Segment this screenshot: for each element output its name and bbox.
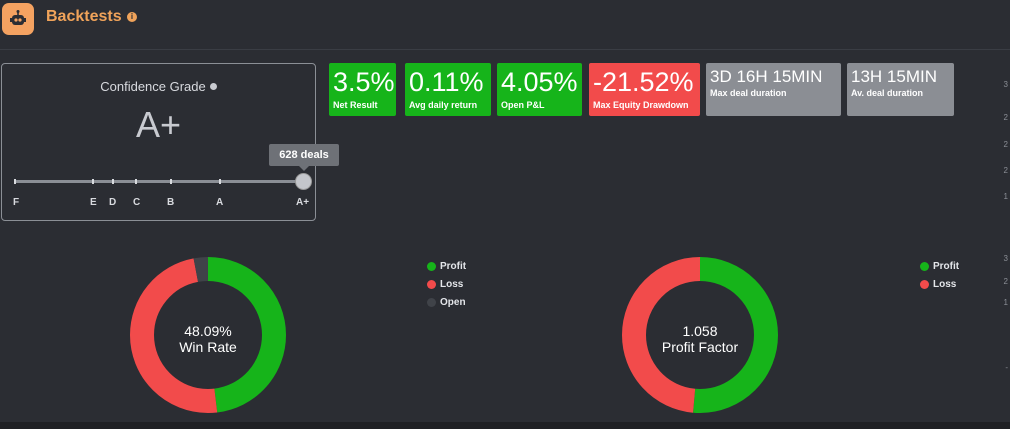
tick: [135, 179, 137, 184]
legend-label: Profit: [933, 260, 960, 272]
stat-label: Max deal duration: [710, 88, 787, 98]
stat-open-pnl: 4.05% Open P&L: [497, 63, 582, 116]
donut-segment-loss[interactable]: [622, 257, 778, 413]
donut-segment-open[interactable]: [130, 257, 286, 413]
loss-dot-icon: [920, 279, 929, 289]
legend-item-loss[interactable]: Loss: [427, 275, 466, 293]
legend-label: Profit: [440, 260, 467, 272]
info-icon[interactable]: i: [127, 12, 137, 22]
tick: [92, 179, 94, 184]
legend-item-profit[interactable]: Profit: [920, 257, 959, 275]
header: Backtests i: [0, 0, 1010, 50]
tick: [170, 179, 172, 184]
win-rate-donut: [130, 257, 286, 413]
stat-max-equity-drawdown: -21.52% Max Equity Drawdown: [589, 63, 700, 116]
tick: [219, 179, 221, 184]
profit-factor-value: 1.058: [682, 323, 718, 339]
stat-label: Max Equity Drawdown: [593, 100, 689, 110]
grade-label: D: [109, 197, 117, 208]
profit-factor-label: Profit Factor: [661, 339, 739, 355]
donut-segment-loss[interactable]: [130, 257, 286, 413]
tick: [112, 179, 114, 184]
stat-value: -21.52%: [593, 67, 694, 97]
win-rate-value: 48.09%: [184, 323, 232, 339]
grade-label: F: [13, 197, 20, 208]
legend-item-profit[interactable]: Profit: [427, 257, 466, 275]
loss-dot-icon: [427, 279, 436, 289]
stat-max-deal-duration: 3D 16H 15MIN Max deal duration: [706, 63, 841, 116]
robot-icon[interactable]: [2, 3, 34, 35]
tick: [14, 179, 16, 184]
axis-tick: 2: [1003, 140, 1008, 149]
legend-label: Open: [440, 296, 466, 308]
deals-tooltip: 628 deals: [269, 144, 339, 171]
profit-dot-icon: [920, 261, 929, 271]
axis-tick: 1: [1003, 192, 1008, 201]
grade-label: E: [90, 197, 97, 208]
stat-value: 3D 16H 15MIN: [710, 67, 823, 86]
stat-av-deal-duration: 13H 15MIN Av. deal duration: [847, 63, 954, 116]
win-rate-center: 48.09% Win Rate: [148, 323, 268, 355]
win-rate-label: Win Rate: [179, 339, 237, 355]
axis-tick: 2: [1003, 166, 1008, 175]
profit-dot-icon: [427, 261, 436, 271]
stat-net-result: 3.5% Net Result: [329, 63, 396, 116]
axis-tick: 3: [1003, 80, 1008, 89]
grade-label-selected: A+: [296, 197, 310, 208]
legend-label: Loss: [440, 278, 464, 290]
stat-avg-daily-return: 0.11% Avg daily return: [405, 63, 491, 116]
grade-slider-handle[interactable]: [295, 173, 312, 190]
legend-item-open[interactable]: Open: [427, 293, 466, 311]
open-dot-icon: [427, 297, 436, 307]
page-title: Backtests: [46, 8, 122, 25]
confidence-info-icon[interactable]: [209, 83, 217, 90]
profit-factor-center: 1.058 Profit Factor: [640, 323, 760, 355]
stat-label: Avg daily return: [409, 100, 478, 110]
profit-factor-donut: [622, 257, 778, 413]
confidence-title: Confidence Grade: [2, 79, 315, 94]
axis-tick: 2: [1003, 113, 1008, 122]
confidence-grade-value: A+: [135, 104, 182, 145]
legend-item-loss[interactable]: Loss: [920, 275, 959, 293]
grade-label: C: [133, 197, 141, 208]
grade-label: B: [167, 197, 175, 208]
grade-slider-track[interactable]: [15, 180, 305, 183]
axis-tick: 1: [1003, 298, 1008, 307]
grade-label: A: [216, 197, 224, 208]
stat-value: 13H 15MIN: [851, 67, 937, 86]
stat-value: 3.5%: [333, 67, 395, 97]
confidence-grade-panel: Confidence Grade A+ 628 deals F E D C B …: [1, 63, 339, 221]
win-rate-legend: Profit Loss Open: [427, 257, 466, 311]
axis-tick: -: [1005, 363, 1008, 372]
stat-label: Net Result: [333, 100, 378, 110]
axis-tick: 2: [1003, 277, 1008, 286]
stat-value: 4.05%: [501, 67, 578, 97]
legend-label: Loss: [933, 278, 957, 290]
stat-value: 0.11%: [409, 67, 484, 97]
stat-label: Open P&L: [501, 100, 545, 110]
profit-factor-legend: Profit Loss: [920, 257, 959, 293]
axis-tick: 3: [1003, 254, 1008, 263]
footer-bar: [0, 422, 1010, 429]
stat-label: Av. deal duration: [851, 88, 924, 98]
